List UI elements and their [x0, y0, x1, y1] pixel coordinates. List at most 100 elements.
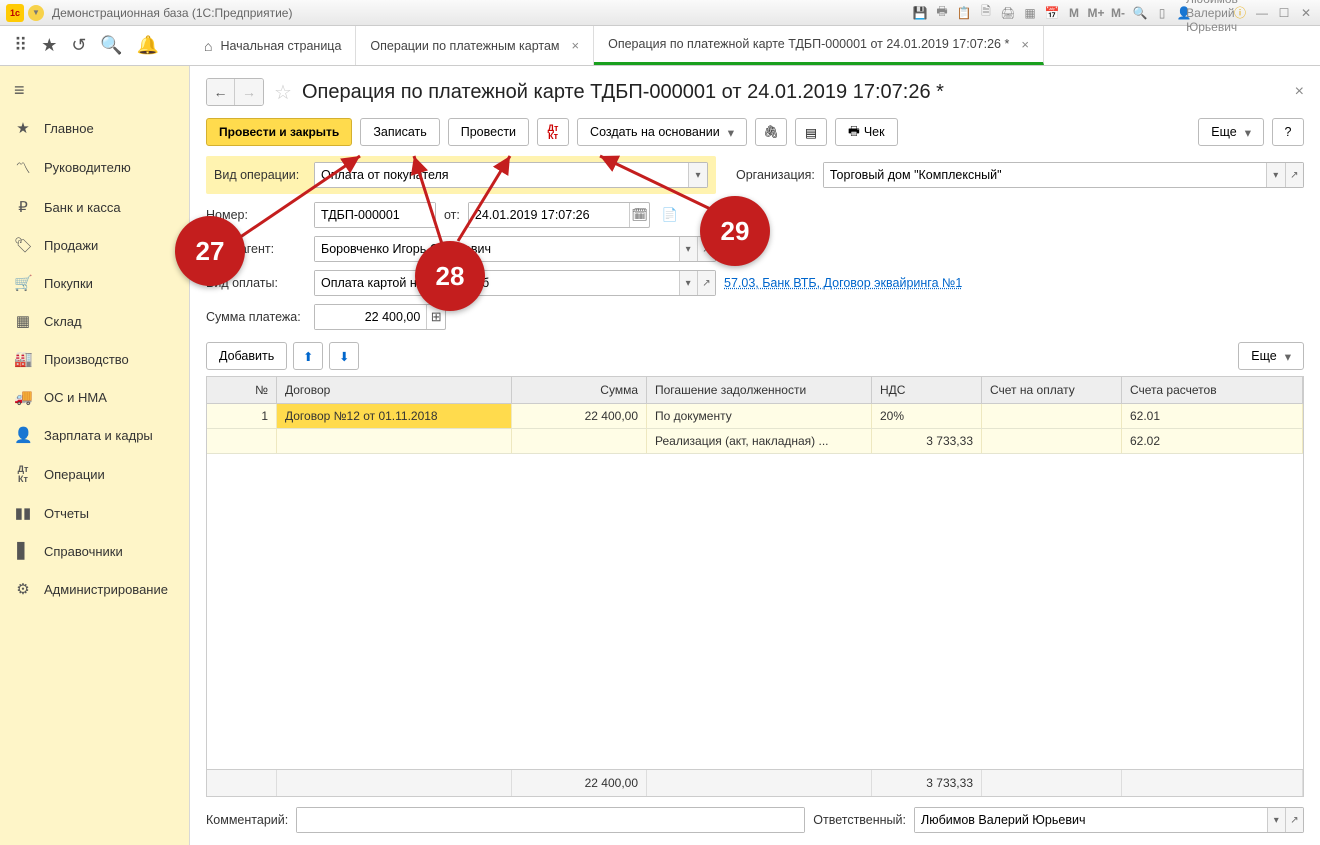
responsible-dropdown-icon[interactable]: ▾: [1267, 808, 1285, 832]
table-row[interactable]: Реализация (акт, накладная) ... 3 733,33…: [207, 429, 1303, 454]
responsible-label: Ответственный:: [813, 813, 906, 827]
table-more-button[interactable]: Еще: [1238, 342, 1304, 370]
table-footer: 22 400,00 3 733,33: [207, 769, 1303, 796]
sidebar-item-admin[interactable]: ⚙Администрирование: [0, 570, 189, 608]
tab-current-doc[interactable]: Операция по платежной карте ТДБП-000001 …: [594, 26, 1044, 65]
sidebar-item-refs[interactable]: ▋Справочники: [0, 532, 189, 570]
attach-button[interactable]: 🖇: [755, 118, 787, 146]
col-contract[interactable]: Договор: [277, 377, 512, 403]
sidebar-item-assets[interactable]: 🚚ОС и НМА: [0, 378, 189, 416]
m-plus-button[interactable]: M+: [1088, 5, 1104, 21]
counterparty-dropdown-icon[interactable]: ▾: [679, 237, 697, 261]
maximize-icon[interactable]: ☐: [1276, 5, 1292, 21]
move-up-button[interactable]: ⬆: [293, 342, 323, 370]
sidebar-item-operations[interactable]: ДтКтОперации: [0, 454, 189, 494]
op-type-dropdown-icon[interactable]: ▾: [688, 163, 707, 187]
help-button[interactable]: ?: [1272, 118, 1304, 146]
post-button[interactable]: Провести: [448, 118, 529, 146]
acquiring-link[interactable]: 57.03, Банк ВТБ, Договор эквайринга №1: [724, 276, 962, 290]
favorite-icon[interactable]: ★: [41, 35, 57, 56]
doc-icon[interactable]: 🗎: [978, 5, 994, 21]
col-num[interactable]: №: [207, 377, 277, 403]
sidebar-item-reports[interactable]: ▮▮Отчеты: [0, 494, 189, 532]
top-toolbar: ⠿ ★ ↺ 🔍 🔔 ⌂ Начальная страница Операции …: [0, 26, 1320, 66]
nav-buttons: ← →: [206, 78, 264, 106]
copy-icon[interactable]: 📋: [956, 5, 972, 21]
search-icon[interactable]: 🔍: [100, 35, 122, 56]
calendar-picker-icon[interactable]: 🗓: [629, 203, 649, 227]
dtkt-button[interactable]: ДтКт: [537, 118, 569, 146]
callout-29: 29: [700, 196, 770, 266]
nav-back-button[interactable]: ←: [207, 79, 235, 105]
zoom-icon[interactable]: 🔍: [1132, 5, 1148, 21]
info-icon[interactable]: ⓘ: [1232, 5, 1248, 21]
titlebar: 1c ▼ Демонстрационная база (1С:Предприят…: [0, 0, 1320, 26]
check-button[interactable]: 🖶 Чек: [835, 118, 898, 146]
responsible-input[interactable]: [915, 808, 1267, 832]
counterparty-input[interactable]: [315, 237, 679, 261]
user-name[interactable]: Любимов Валерий Юрьевич: [1204, 5, 1220, 21]
col-repayment[interactable]: Погашение задолженности: [647, 377, 872, 403]
favorite-star-icon[interactable]: ☆: [274, 80, 292, 105]
create-based-button[interactable]: Создать на основании: [577, 118, 747, 146]
move-down-button[interactable]: ⬇: [329, 342, 359, 370]
op-type-input[interactable]: [315, 163, 688, 187]
sidebar-item-production[interactable]: 🏭Производство: [0, 340, 189, 378]
sidebar-item-stock[interactable]: ▦Склад: [0, 302, 189, 340]
tab-operations-list[interactable]: Операции по платежным картам ×: [356, 26, 594, 65]
org-open-icon[interactable]: ↗: [1285, 163, 1304, 187]
apps-icon[interactable]: ⠿: [14, 35, 27, 56]
date-input[interactable]: [469, 203, 629, 227]
responsible-open-icon[interactable]: ↗: [1285, 808, 1303, 832]
amount-input[interactable]: [315, 305, 426, 329]
col-invoice[interactable]: Счет на оплату: [982, 377, 1122, 403]
minimize-icon[interactable]: —: [1254, 5, 1270, 21]
save-button[interactable]: Записать: [360, 118, 439, 146]
add-row-button[interactable]: Добавить: [206, 342, 287, 370]
pay-type-dropdown-icon[interactable]: ▾: [679, 271, 697, 295]
close-doc-icon[interactable]: ×: [1295, 83, 1304, 101]
sidebar-item-purchase[interactable]: 🛒Покупки: [0, 264, 189, 302]
pay-type-input[interactable]: [315, 271, 679, 295]
more-button[interactable]: Еще: [1198, 118, 1264, 146]
from-label: от:: [444, 208, 460, 222]
list-button[interactable]: ▤: [795, 118, 827, 146]
grid-icon[interactable]: ▦: [1022, 5, 1038, 21]
number-input[interactable]: [315, 203, 435, 227]
col-sum[interactable]: Сумма: [512, 377, 647, 403]
col-vat[interactable]: НДС: [872, 377, 982, 403]
m-minus-button[interactable]: M-: [1110, 5, 1126, 21]
save-icon[interactable]: 💾: [912, 5, 928, 21]
calendar-icon[interactable]: 📅: [1044, 5, 1060, 21]
sidebar-item-salary[interactable]: 👤Зарплата и кадры: [0, 416, 189, 454]
bell-icon[interactable]: 🔔: [137, 35, 159, 56]
sidebar-item-main[interactable]: ★Главное: [0, 109, 189, 147]
tag-icon: 🏷: [14, 236, 32, 254]
m-button[interactable]: M: [1066, 5, 1082, 21]
post-and-close-button[interactable]: Провести и закрыть: [206, 118, 352, 146]
sidebar-item-bank[interactable]: ₽Банк и касса: [0, 188, 189, 226]
close-window-icon[interactable]: ✕: [1298, 5, 1314, 21]
comment-input[interactable]: [297, 808, 804, 832]
sidebar-item-manager[interactable]: 〽Руководителю: [0, 147, 189, 188]
titlebar-dropdown-icon[interactable]: ▼: [28, 5, 44, 21]
gear-icon: ⚙: [14, 580, 32, 598]
printer-icon[interactable]: 🖨: [1000, 5, 1016, 21]
tab-close-icon[interactable]: ×: [572, 38, 580, 53]
table-row[interactable]: 1 Договор №12 от 01.11.2018 22 400,00 По…: [207, 404, 1303, 429]
print-icon[interactable]: 🖶: [934, 5, 950, 21]
posted-icon: 📄: [662, 207, 678, 223]
op-type-label: Вид операции:: [214, 168, 306, 182]
nav-forward-button[interactable]: →: [235, 79, 263, 105]
tab-close-icon[interactable]: ×: [1021, 37, 1029, 52]
sidebar-menu-icon[interactable]: ≡: [0, 72, 189, 109]
sidebar-item-sales[interactable]: 🏷Продажи: [0, 226, 189, 264]
col-accounts[interactable]: Счета расчетов: [1122, 377, 1303, 403]
tab-home[interactable]: ⌂ Начальная страница: [190, 26, 356, 65]
pay-type-open-icon[interactable]: ↗: [697, 271, 715, 295]
org-dropdown-icon[interactable]: ▾: [1266, 163, 1285, 187]
history-icon[interactable]: ↺: [71, 35, 86, 56]
org-input[interactable]: [824, 163, 1266, 187]
layout-icon[interactable]: ▯: [1154, 5, 1170, 21]
book-icon: ▋: [14, 542, 32, 560]
